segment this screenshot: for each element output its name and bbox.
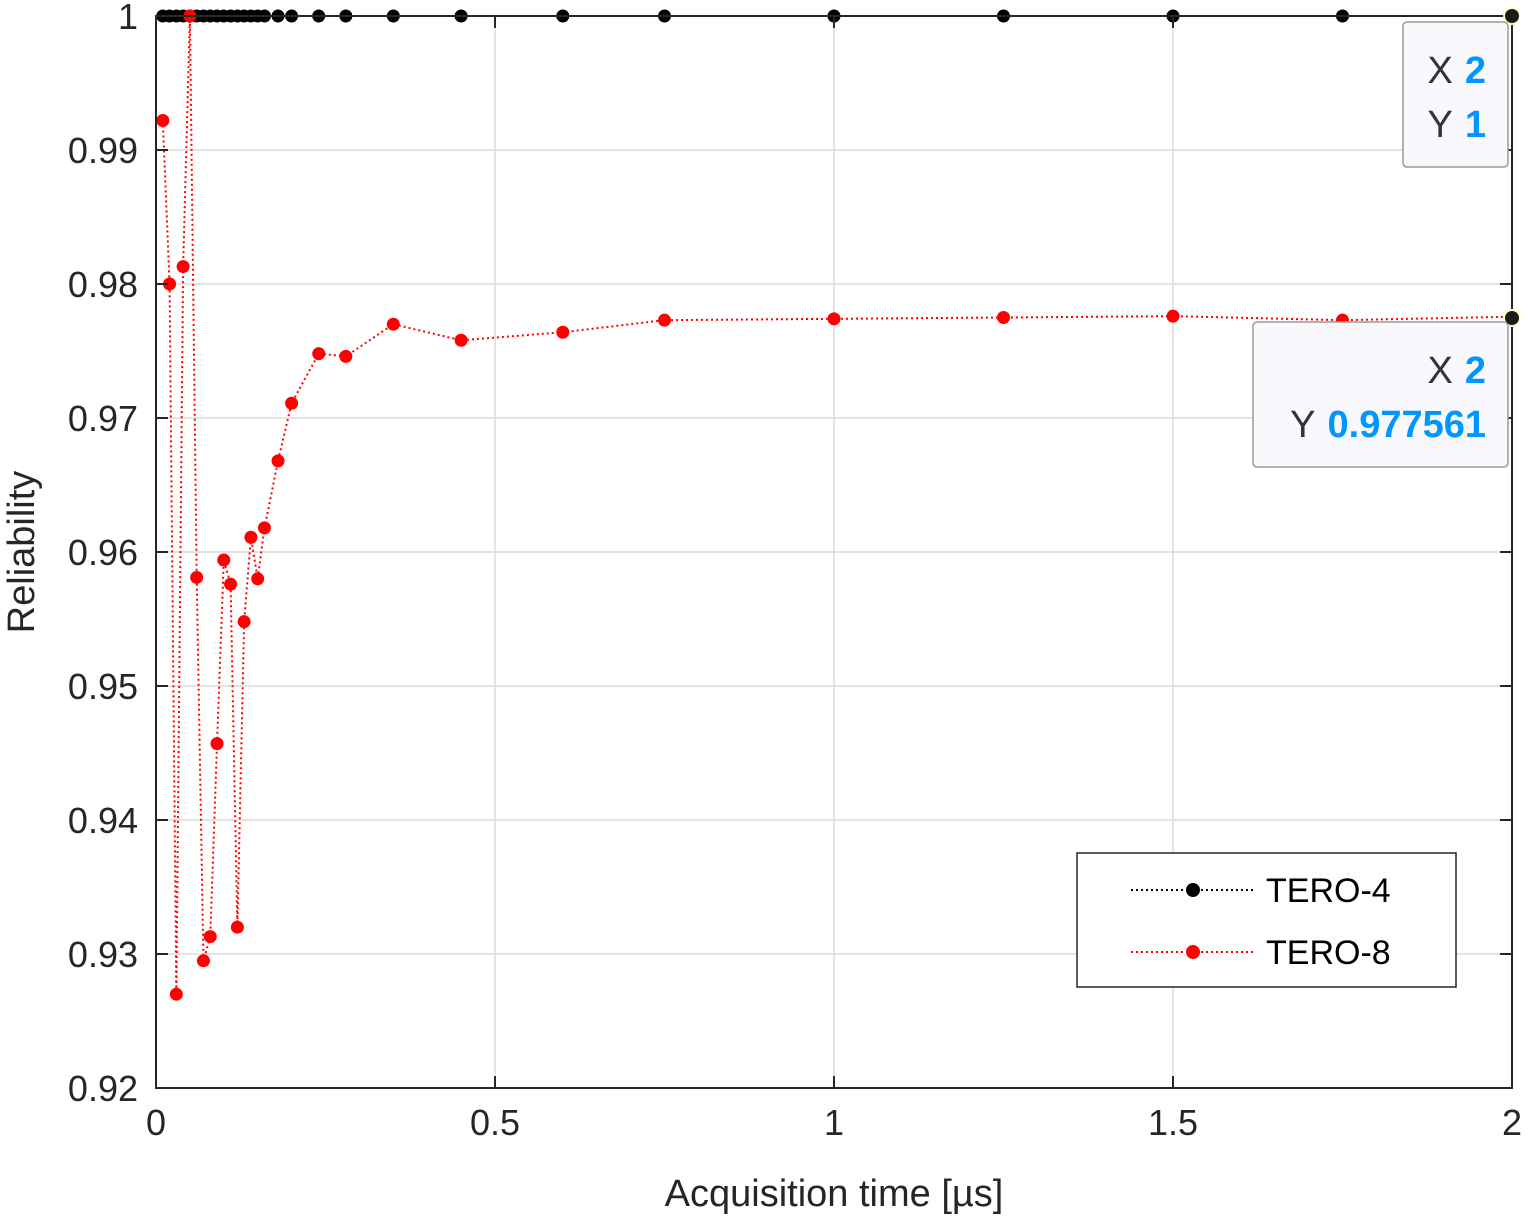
y-tick-label: 0.95 [68, 666, 138, 707]
legend-label-tero-8: TERO-8 [1266, 934, 1391, 972]
datatip-box-tero-4 [1402, 21, 1509, 168]
axis-tick-labels: 0 0.5 1 1.5 2 0.92 0.93 0.94 0.95 0.96 0.97 0.98 0.9… [68, 0, 1522, 1143]
data-point-tero-8 [454, 333, 468, 347]
data-point-tero-8 [997, 311, 1010, 324]
data-point-tero-8 [217, 553, 231, 567]
series-line-tero-8 [161, 15, 1513, 995]
x-tick-label: 0.5 [470, 1102, 520, 1143]
datatip-y-row-tero-8: Y 0.977561 [1290, 404, 1486, 446]
legend-box [1076, 852, 1457, 988]
datatip-y-key: Y [1290, 404, 1315, 446]
datatip-x-key: X [1428, 350, 1453, 392]
data-point-tero-8 [257, 521, 271, 535]
data-point-tero-8 [312, 347, 326, 361]
data-point-tero-8 [556, 325, 570, 339]
data-point-tero-8 [339, 349, 353, 363]
x-tick-label: 0 [146, 1102, 166, 1143]
data-point-tero-8 [163, 277, 177, 291]
y-tick-label: 0.96 [68, 532, 138, 573]
x-tick-label: 1 [824, 1102, 844, 1143]
data-point-tero-8 [237, 615, 251, 629]
data-point-tero-8 [230, 920, 244, 934]
legend-marker-tero-4 [1186, 883, 1200, 897]
datatip-box-tero-8 [1252, 321, 1509, 468]
y-tick-label: 0.92 [68, 1068, 138, 1109]
y-axis-title: Reliability [1, 471, 43, 634]
y-tick-label: 0.99 [68, 130, 138, 171]
data-point-tero-8 [285, 396, 299, 410]
x-tick-label: 1.5 [1148, 1102, 1198, 1143]
datatip-x-value: 2 [1465, 350, 1486, 392]
data-point-tero-8 [658, 313, 671, 327]
x-axis-title: Acquisition time [µs] [665, 1173, 1004, 1215]
datatip-y-value: 0.977561 [1328, 404, 1487, 446]
datatip-x-key: X [1428, 50, 1453, 92]
data-point-tero-8 [244, 530, 258, 544]
data-point-tero-8 [210, 737, 224, 751]
x-tick-label: 2 [1502, 1102, 1522, 1143]
data-point-tero-8 [203, 930, 217, 944]
data-point-tero-8 [156, 114, 170, 128]
data-point-tero-8 [827, 312, 841, 326]
data-point-tero-8 [386, 317, 400, 331]
legend: TERO-4 TERO-8 [1076, 852, 1457, 988]
datatip-y-value: 1 [1465, 104, 1486, 146]
legend-marker-tero-8 [1186, 945, 1200, 959]
data-point-tero-8 [176, 260, 190, 274]
y-tick-label: 0.97 [68, 398, 138, 439]
datatip-anchor-tero-4[interactable] [1503, 7, 1521, 25]
data-point-tero-8 [271, 454, 285, 468]
data-point-tero-8 [224, 577, 238, 591]
data-point-tero-8 [1166, 309, 1180, 323]
data-point-tero-8 [251, 572, 265, 586]
y-tick-label: 0.98 [68, 264, 138, 305]
data-point-tero-8 [190, 570, 204, 584]
legend-label-tero-4: TERO-4 [1266, 872, 1391, 910]
datatip-y-key: Y [1428, 104, 1453, 146]
data-point-tero-8 [196, 954, 210, 968]
datatip-x-value: 2 [1465, 50, 1486, 92]
y-tick-label: 0.93 [68, 934, 138, 975]
data-point-tero-8 [169, 987, 183, 1001]
y-tick-label: 1 [118, 0, 138, 37]
y-tick-label: 0.94 [68, 800, 138, 841]
datatip-anchor-tero-8[interactable] [1503, 309, 1521, 327]
